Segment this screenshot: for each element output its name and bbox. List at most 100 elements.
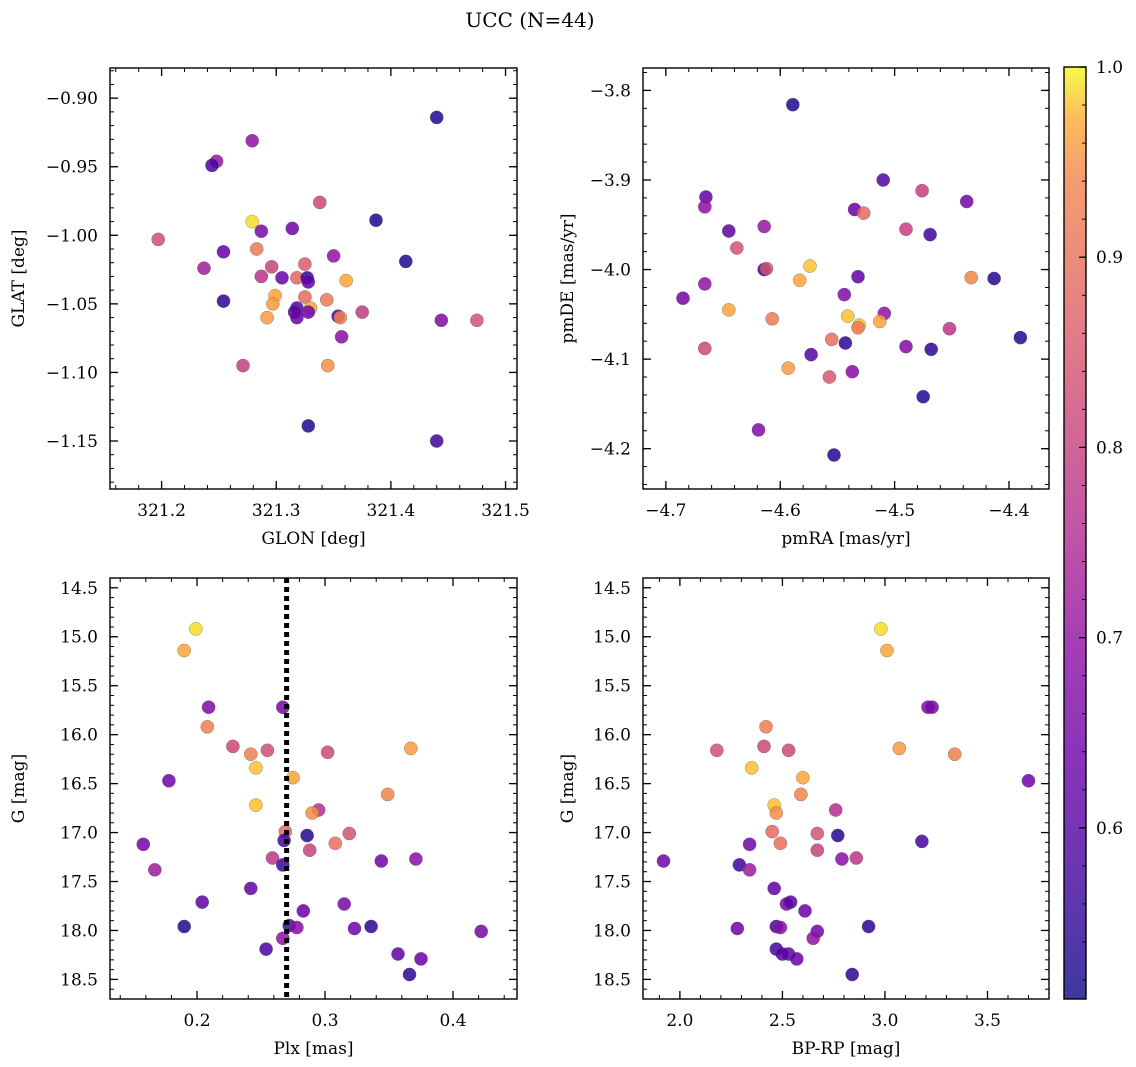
y-tick-label: 15.5 (593, 677, 631, 697)
data-point (874, 622, 888, 636)
x-tick-label: 321.5 (481, 501, 530, 521)
data-point (285, 221, 300, 236)
data-point (915, 183, 929, 198)
data-point (429, 434, 444, 448)
data-point (757, 739, 771, 754)
data-point (162, 773, 176, 788)
x-axis-label: pmRA [mas/yr] (781, 529, 910, 549)
y-axis-label: G [mag] (9, 754, 29, 823)
data-point (915, 834, 929, 849)
y-tick-label: 16.0 (60, 726, 98, 746)
data-point (796, 770, 810, 785)
y-tick-label: −3.9 (590, 171, 631, 191)
data-point (136, 837, 151, 852)
data-point (275, 700, 290, 715)
data-point (197, 261, 211, 276)
data-point (759, 261, 774, 276)
data-point (827, 448, 841, 462)
axes-frame (642, 577, 1050, 1000)
data-point (275, 270, 289, 285)
y-tick-label: 14.5 (593, 579, 631, 599)
data-point (245, 133, 260, 148)
y-tick-label: −0.90 (46, 89, 98, 109)
data-point (751, 423, 766, 437)
data-point (721, 224, 736, 238)
data-point (398, 254, 413, 269)
y-tick-label: 17.5 (593, 873, 631, 893)
data-point (924, 342, 939, 357)
data-point (328, 836, 343, 851)
data-point (822, 370, 837, 384)
data-point (301, 419, 316, 433)
y-tick-label: 16.5 (593, 775, 631, 795)
data-point (151, 232, 166, 247)
panel-4: 2.0 2.5 3.0 3.5 14.5 15.0 15.5 16.0 16.5 17.0 17.5… (558, 577, 1050, 1059)
data-point (254, 269, 269, 284)
data-point (195, 895, 210, 909)
y-tick-label: 18.5 (593, 970, 631, 990)
data-point (798, 904, 812, 918)
x-tick-label: 321.4 (367, 501, 416, 521)
panel-1: 321.2 321.3 321.4 321.5 −0.90 −0.95 −1.00 −1.05… (9, 67, 530, 549)
data-point (347, 921, 362, 936)
x-axis-label: GLON [deg] (261, 529, 365, 549)
x-tick-label: 2.0 (666, 1011, 693, 1031)
data-point (260, 743, 275, 758)
data-point (757, 219, 772, 234)
data-point (773, 920, 788, 935)
data-point (380, 787, 395, 802)
data-point (856, 206, 871, 220)
data-point (298, 257, 312, 271)
data-point (319, 292, 334, 307)
data-point (254, 224, 269, 239)
data-point (434, 313, 449, 328)
y-tick-label: −1.15 (46, 432, 98, 452)
data-point (298, 290, 312, 304)
y-tick-label: −1.00 (46, 226, 98, 246)
data-point (429, 110, 444, 125)
data-point (759, 719, 773, 734)
y-tick-label: 17.0 (593, 824, 631, 844)
data-point (301, 275, 316, 289)
data-point (177, 919, 192, 934)
plot-area (110, 578, 517, 999)
y-axis-label: pmDE [mas/yr] (558, 213, 578, 343)
data-point (803, 259, 817, 273)
y-axis-label: GLAT [deg] (9, 229, 29, 327)
colorbar-frame (1063, 66, 1087, 1000)
data-point (243, 881, 258, 896)
data-point (947, 747, 962, 762)
data-point (942, 321, 957, 336)
data-point (200, 719, 215, 734)
data-point (265, 851, 280, 865)
colorbar-tick-label: 0.6 (1096, 819, 1123, 839)
y-tick-label: 18.0 (60, 921, 98, 941)
data-point (830, 828, 845, 843)
data-point (845, 364, 860, 379)
colorbar-tick-label: 0.9 (1096, 248, 1123, 268)
x-tick-label: −4.6 (760, 501, 801, 521)
x-tick-label: 3.5 (974, 1011, 1001, 1031)
y-tick-label: 14.5 (60, 579, 98, 599)
data-point (326, 249, 341, 263)
data-point (744, 761, 759, 775)
data-point (470, 313, 484, 328)
data-point (730, 921, 745, 936)
data-point (177, 643, 192, 658)
colorbar-tick-label: 0.7 (1096, 629, 1123, 649)
data-point (851, 320, 865, 335)
data-point (312, 195, 327, 210)
y-tick-label: 16.5 (60, 775, 98, 795)
plot-area (643, 578, 1049, 999)
data-point (810, 843, 825, 858)
data-point (789, 952, 804, 966)
data-point (742, 862, 757, 877)
data-point (810, 826, 825, 841)
data-point (339, 273, 354, 288)
data-point (769, 806, 784, 820)
data-point (249, 761, 263, 775)
data-point (147, 862, 162, 877)
data-point (205, 158, 219, 173)
plot-area (643, 68, 1049, 489)
data-point (188, 622, 203, 636)
